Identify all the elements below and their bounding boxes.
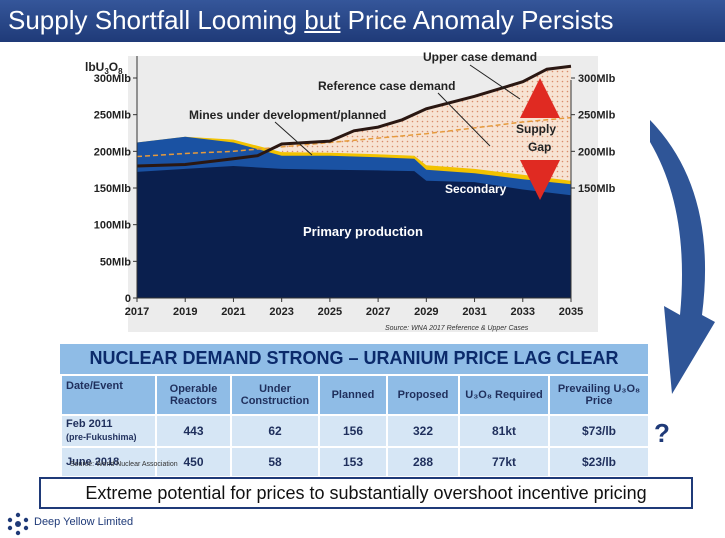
annotation-reference-case: Reference case demand	[318, 79, 455, 93]
col-price: Prevailing U₃O₈ Price	[548, 374, 650, 416]
supply-demand-chart: 2017 2019 2021 2023 2025 2027 2029 2031 2033 2035…	[85, 50, 616, 332]
cell-planned: 156	[318, 414, 388, 448]
x-tick-label: 2021	[221, 306, 245, 318]
leader-mines	[274, 121, 313, 156]
cell-operable: 443	[155, 414, 232, 448]
row-event: Feb 2011 (pre-Fukushima)	[60, 414, 157, 448]
x-tick-label: 2019	[173, 306, 197, 318]
y-axis-label: lbU3O8	[85, 60, 123, 76]
y-tick-label: 0	[125, 293, 131, 305]
title-underlined-word: but	[304, 5, 341, 35]
y-tick-label: 200Mlb	[94, 146, 132, 158]
col-under-construction: Under Construction	[230, 374, 320, 416]
deep-yellow-logo-icon	[7, 512, 29, 536]
col-proposed: Proposed	[386, 374, 460, 416]
col-operable: Operable Reactors	[155, 374, 232, 416]
x-tick-label: 2017	[125, 306, 149, 318]
cell-required: 77kt	[458, 446, 550, 478]
table-row: Feb 2011 (pre-Fukushima) 443 62 156 322 8…	[60, 414, 650, 448]
cell-required: 81kt	[458, 414, 550, 448]
x-tick-label: 2025	[318, 306, 342, 318]
upper-demand-line	[136, 64, 572, 168]
x-tick-label: 2027	[366, 306, 390, 318]
company-name: Deep Yellow Limited	[34, 516, 134, 528]
leader-upper-case	[469, 64, 521, 100]
nuclear-demand-table: NUCLEAR DEMAND STRONG – URANIUM PRICE LA…	[60, 344, 650, 478]
x-tick-label: 2033	[511, 306, 535, 318]
annotation-supply: Supply	[516, 122, 556, 136]
chart-source: Source: WNA 2017 Reference & Upper Cases	[385, 325, 529, 332]
annotation-mines-development: Mines under development/planned	[189, 108, 386, 122]
annotation-upper-case: Upper case demand	[423, 50, 537, 64]
table-row: June 2018 450 58 153 288 77kt $23/lb	[60, 446, 650, 478]
cell-price: $73/lb	[548, 414, 650, 448]
y-tick-label: 50Mlb	[100, 256, 131, 268]
row-event: June 2018	[60, 446, 157, 478]
x-tick-label: 2035	[559, 306, 583, 318]
y-right-tick-label: 250Mlb	[578, 110, 616, 122]
conclusion-box: Extreme potential for prices to substant…	[39, 477, 693, 509]
col-date-event: Date/Event	[60, 374, 157, 416]
y-right-tick-label: 300Mlb	[578, 73, 616, 85]
flow-arrow	[650, 120, 715, 394]
table-header-row: Date/Event Operable Reactors Under Const…	[60, 374, 650, 416]
cell-under: 62	[230, 414, 320, 448]
y-tick-label: 300Mlb	[94, 73, 132, 85]
annotation-gap: Gap	[528, 140, 551, 154]
y-tick-label: 100Mlb	[94, 220, 132, 232]
annotation-secondary: Secondary	[445, 182, 507, 196]
page-title: Supply Shortfall Looming but Price Anoma…	[8, 5, 614, 35]
col-required: U₃O₈ Required	[458, 374, 550, 416]
leader-reference-case	[437, 92, 491, 147]
reactor-table: Date/Event Operable Reactors Under Const…	[60, 374, 650, 478]
cell-proposed: 322	[386, 414, 460, 448]
supply-gap-area	[281, 66, 571, 181]
reference-demand-line	[136, 116, 572, 158]
col-planned: Planned	[318, 374, 388, 416]
title-bar: Supply Shortfall Looming but Price Anoma…	[0, 0, 725, 42]
table-heading: NUCLEAR DEMAND STRONG – URANIUM PRICE LA…	[60, 344, 648, 374]
y-right-tick-label: 150Mlb	[578, 183, 616, 195]
x-tick-label: 2029	[414, 306, 438, 318]
y-tick-label: 150Mlb	[94, 183, 132, 195]
cell-operable: 450	[155, 446, 232, 478]
cell-price: $23/lb	[548, 446, 650, 478]
question-mark: ?	[654, 418, 670, 448]
cell-proposed: 288	[386, 446, 460, 478]
annotation-primary-production: Primary production	[303, 224, 423, 239]
y-right-tick-label: 200Mlb	[578, 146, 616, 158]
table-source: Source: World Nuclear Association	[70, 461, 178, 468]
x-tick-label: 2031	[462, 306, 486, 318]
y-tick-label: 250Mlb	[94, 110, 132, 122]
cell-under: 58	[230, 446, 320, 478]
primary-production-area	[137, 166, 571, 298]
x-tick-label: 2023	[269, 306, 293, 318]
cell-planned: 153	[318, 446, 388, 478]
